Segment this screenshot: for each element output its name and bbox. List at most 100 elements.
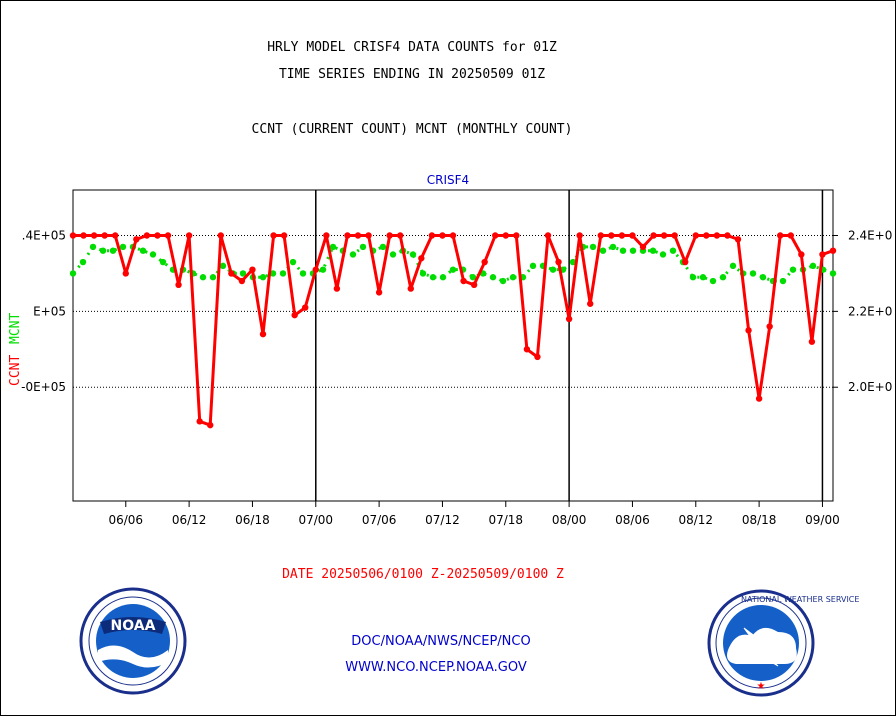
ccnt-point-29: [375, 289, 383, 296]
mcnt-point-14: [209, 274, 217, 281]
x-tick-label-5: 07/12: [425, 513, 460, 527]
ccnt-point-52: [618, 232, 626, 239]
ccnt-point-41: [502, 232, 509, 239]
ccnt-point-37: [460, 277, 467, 285]
ccnt-point-3: [101, 232, 108, 239]
mcnt-point-64: [709, 277, 717, 285]
y-tick-label-left-1: E+05: [33, 304, 66, 318]
ccnt-point-9: [164, 232, 172, 239]
ccnt-point-42: [513, 232, 520, 239]
x-tick-label-0: 06/06: [108, 513, 143, 527]
x-tick-label-2: 06/18: [235, 513, 270, 527]
ccnt-point-59: [692, 232, 699, 239]
y-tick-label-right-0: 2.0E+0: [848, 380, 892, 394]
mcnt-point-76: [829, 270, 837, 277]
ccnt-point-0: [69, 232, 77, 239]
mcnt-point-48: [549, 266, 557, 273]
mcnt-point-58: [649, 247, 657, 254]
mcnt-point-54: [609, 243, 617, 251]
ccnt-point-66: [766, 323, 773, 330]
ccnt-point-12: [196, 418, 203, 425]
mcnt-point-17: [239, 270, 247, 277]
ccnt-point-70: [808, 338, 816, 345]
ccnt-point-18: [259, 330, 267, 338]
mcnt-point-23: [299, 270, 307, 277]
ccnt-point-54: [639, 243, 647, 251]
mcnt-point-44: [509, 274, 517, 281]
date-range: DATE 20250506/0100 Z-20250509/0100 Z: [282, 567, 564, 582]
ccnt-point-8: [154, 232, 161, 239]
mcnt-point-21: [279, 270, 287, 277]
mcnt-point-50: [569, 258, 577, 266]
mcnt-point-26: [329, 243, 337, 251]
ccnt-point-30: [386, 232, 393, 239]
mcnt-point-46: [529, 262, 537, 270]
ccnt-point-31: [397, 232, 404, 239]
mcnt-point-59: [659, 251, 667, 258]
website-link[interactable]: WWW.NCO.NCEP.NOAA.GOV: [345, 660, 527, 675]
org-path-link[interactable]: DOC/NOAA/NWS/NCEP/NCO: [351, 634, 530, 649]
mcnt-point-38: [449, 266, 457, 273]
ccnt-point-57: [671, 232, 678, 239]
ccnt-point-16: [238, 277, 246, 285]
y-tick-label-left-0: -0E+05: [21, 380, 66, 394]
ccnt-point-1: [80, 232, 87, 239]
mcnt-point-65: [719, 274, 727, 281]
mcnt-point-1: [79, 258, 87, 266]
ccnt-point-60: [703, 232, 710, 239]
x-tick-label-10: 08/18: [742, 513, 777, 527]
mcnt-point-25: [319, 266, 327, 273]
ccnt-point-26: [344, 232, 351, 239]
ccnt-point-15: [228, 270, 235, 277]
x-tick-label-6: 07/18: [488, 513, 523, 527]
mcnt-point-28: [349, 251, 357, 258]
ccnt-point-45: [544, 232, 552, 239]
x-tick-label-8: 08/06: [615, 513, 650, 527]
mcnt-point-36: [429, 274, 437, 281]
mcnt-point-7: [139, 247, 147, 254]
ccnt-point-47: [565, 315, 573, 323]
ccnt-point-56: [660, 232, 668, 239]
plot-area: [72, 189, 834, 502]
x-tick-label-4: 07/06: [362, 513, 397, 527]
mcnt-point-29: [359, 243, 367, 251]
mcnt-point-55: [619, 247, 627, 254]
ccnt-point-39: [481, 258, 488, 266]
ccnt-point-14: [217, 232, 224, 239]
ccnt-point-32: [407, 285, 414, 292]
ccnt-point-71: [819, 251, 826, 258]
mcnt-point-20: [269, 270, 277, 277]
x-axis-ticks: 06/06 06/12 06/18 07/00 07/06 07/12 07/18 08/00…: [108, 501, 840, 527]
y-tick-label-left-2: .4E+05: [22, 229, 66, 243]
ccnt-point-13: [207, 421, 214, 429]
ccnt-point-36: [449, 232, 457, 239]
day-boundary-lines: [315, 190, 824, 501]
ccnt-point-63: [734, 236, 742, 243]
ccnt-point-68: [787, 232, 794, 239]
x-tick-label-9: 08/12: [678, 513, 713, 527]
mcnt-point-43: [499, 277, 507, 285]
mcnt-point-31: [379, 243, 387, 251]
ccnt-point-53: [629, 232, 636, 239]
ccnt-point-11: [185, 232, 193, 239]
ccnt-point-58: [682, 258, 689, 266]
mcnt-point-53: [599, 247, 607, 254]
ccnt-point-62: [724, 232, 731, 239]
mcnt-point-15: [219, 262, 227, 270]
ccnt-point-61: [713, 232, 721, 239]
mcnt-point-69: [759, 274, 767, 281]
ccnt-point-67: [777, 232, 784, 239]
mcnt-point-5: [119, 243, 127, 251]
mcnt-point-8: [149, 251, 157, 258]
mcnt-point-42: [489, 274, 497, 281]
mcnt-point-37: [439, 274, 447, 281]
mcnt-point-32: [389, 251, 397, 258]
ccnt-point-7: [143, 232, 151, 239]
mcnt-point-40: [469, 274, 477, 281]
ccnt-point-2: [90, 232, 98, 239]
ccnt-point-49: [587, 300, 594, 307]
noaa-logo: NOAA: [79, 587, 187, 695]
nws-logo: ★ NATIONAL WEATHER SERVICE: [707, 589, 859, 697]
mcnt-point-56: [629, 247, 637, 254]
